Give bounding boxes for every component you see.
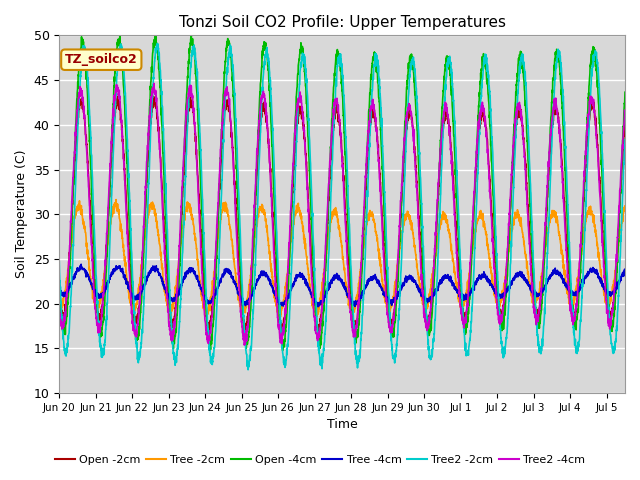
Open -2cm bbox=[621, 122, 629, 128]
Tree -2cm bbox=[273, 298, 280, 304]
Tree -2cm bbox=[154, 226, 161, 231]
Tree -2cm bbox=[112, 197, 120, 203]
Open -2cm bbox=[297, 107, 305, 112]
Open -4cm bbox=[621, 89, 629, 95]
Open -2cm bbox=[120, 152, 128, 158]
Tree -4cm bbox=[154, 267, 161, 273]
Tree -2cm bbox=[297, 214, 305, 220]
Tree2 -2cm bbox=[550, 107, 557, 113]
Open -2cm bbox=[114, 94, 122, 99]
Tree -2cm bbox=[550, 213, 557, 219]
Tree -2cm bbox=[120, 252, 128, 258]
Tree -4cm bbox=[621, 269, 629, 275]
Tree2 -4cm bbox=[241, 342, 248, 348]
Line: Tree -4cm: Tree -4cm bbox=[60, 264, 625, 307]
Tree -2cm bbox=[621, 205, 629, 211]
Tree2 -2cm bbox=[611, 346, 618, 352]
Tree2 -4cm bbox=[550, 106, 557, 112]
Tree -2cm bbox=[56, 300, 63, 306]
Tree2 -2cm bbox=[297, 60, 305, 65]
Tree -4cm bbox=[611, 288, 618, 293]
Tree -4cm bbox=[550, 267, 557, 273]
Open -4cm bbox=[116, 31, 124, 36]
Open -2cm bbox=[314, 333, 322, 338]
Open -2cm bbox=[550, 118, 557, 124]
Tree2 -4cm bbox=[611, 286, 618, 292]
Tree2 -2cm bbox=[244, 367, 252, 372]
Tree2 -4cm bbox=[621, 114, 629, 120]
Tree -4cm bbox=[297, 271, 305, 277]
Tree2 -2cm bbox=[273, 228, 280, 233]
Open -4cm bbox=[154, 49, 161, 55]
Tree2 -2cm bbox=[621, 137, 629, 143]
Tree -4cm bbox=[77, 262, 85, 267]
Open -2cm bbox=[611, 291, 618, 297]
Line: Tree2 -4cm: Tree2 -4cm bbox=[60, 84, 625, 345]
Open -2cm bbox=[154, 116, 161, 122]
Line: Tree -2cm: Tree -2cm bbox=[60, 200, 625, 317]
Y-axis label: Soil Temperature (C): Soil Temperature (C) bbox=[15, 150, 28, 278]
Open -4cm bbox=[611, 313, 618, 319]
Title: Tonzi Soil CO2 Profile: Upper Temperatures: Tonzi Soil CO2 Profile: Upper Temperatur… bbox=[179, 15, 506, 30]
Tree -2cm bbox=[611, 280, 618, 286]
Open -4cm bbox=[279, 348, 287, 353]
Open -4cm bbox=[120, 90, 128, 96]
Open -2cm bbox=[273, 280, 280, 286]
Tree2 -4cm bbox=[154, 113, 161, 119]
Tree2 -4cm bbox=[150, 81, 158, 86]
Open -4cm bbox=[273, 250, 280, 255]
Legend: Open -2cm, Tree -2cm, Open -4cm, Tree -4cm, Tree2 -2cm, Tree2 -4cm: Open -2cm, Tree -2cm, Open -4cm, Tree -4… bbox=[50, 451, 590, 469]
Line: Open -2cm: Open -2cm bbox=[60, 96, 625, 336]
Tree -4cm bbox=[120, 272, 128, 278]
Tree2 -4cm bbox=[273, 299, 280, 305]
Open -4cm bbox=[550, 77, 557, 83]
X-axis label: Time: Time bbox=[327, 419, 358, 432]
Tree -4cm bbox=[56, 290, 63, 296]
Open -4cm bbox=[56, 282, 63, 288]
Open -2cm bbox=[56, 289, 63, 295]
Tree -4cm bbox=[314, 304, 322, 310]
Tree2 -4cm bbox=[120, 159, 127, 165]
Text: TZ_soilco2: TZ_soilco2 bbox=[65, 53, 138, 66]
Tree2 -2cm bbox=[56, 259, 63, 264]
Open -4cm bbox=[297, 46, 305, 51]
Line: Tree2 -2cm: Tree2 -2cm bbox=[60, 44, 625, 370]
Tree2 -4cm bbox=[56, 307, 63, 313]
Tree2 -2cm bbox=[120, 68, 127, 74]
Tree2 -2cm bbox=[154, 41, 161, 47]
Tree -2cm bbox=[276, 314, 284, 320]
Tree2 -2cm bbox=[154, 46, 161, 52]
Tree2 -4cm bbox=[297, 100, 305, 106]
Line: Open -4cm: Open -4cm bbox=[60, 34, 625, 350]
Tree -4cm bbox=[273, 294, 280, 300]
